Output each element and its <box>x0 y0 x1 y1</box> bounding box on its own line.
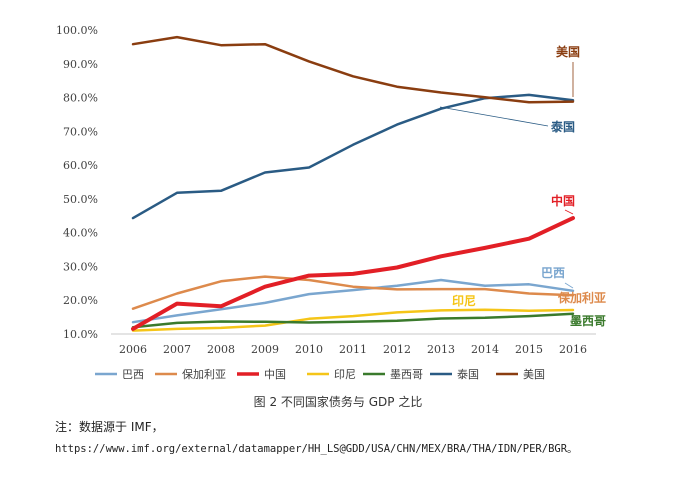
chart-legend: 巴西 保加利亚 中国 印尼 墨西哥 泰国 美国 <box>95 367 545 381</box>
x-tick-label: 2015 <box>515 343 543 356</box>
series-annotation: 中国 <box>551 193 575 208</box>
y-tick-label: 50.0% <box>63 193 98 206</box>
chart-axes: 10.0% 20.0% 30.0% 40.0% 50.0% 60.0% 70.0% 80.0%… <box>56 24 596 356</box>
y-tick-label: 30.0% <box>63 260 98 273</box>
series-annotation: 墨西哥 <box>570 314 606 328</box>
series-line <box>131 278 575 324</box>
series-line <box>131 312 575 329</box>
annotation-leader-line <box>564 209 574 215</box>
series-line <box>131 216 575 331</box>
debt-to-gdp-line-chart: 10.0% 20.0% 30.0% 40.0% 50.0% 60.0% 70.0% 80.0%… <box>56 24 606 381</box>
legend-label: 美国 <box>523 368 545 381</box>
x-tick-label: 2011 <box>339 343 367 356</box>
chart-lines <box>131 35 575 332</box>
series-line <box>131 275 575 310</box>
legend-label: 印尼 <box>334 368 356 381</box>
y-tick-label: 40.0% <box>63 227 98 240</box>
series-annotation: 泰国 <box>550 119 575 134</box>
legend-label: 墨西哥 <box>390 368 423 381</box>
annotation-leader-line <box>564 282 574 289</box>
y-tick-label: 70.0% <box>63 125 98 138</box>
y-tick-label: 60.0% <box>63 159 98 172</box>
figure-caption: 图 2 不同国家债务与 GDP 之比 <box>253 395 423 409</box>
series-annotation: 美国 <box>556 44 580 59</box>
legend-label: 巴西 <box>122 368 144 381</box>
series-annotation: 印尼 <box>452 294 476 308</box>
y-tick-label: 100.0% <box>56 24 98 37</box>
series-annotation: 保加利亚 <box>557 290 606 305</box>
x-tick-label: 2010 <box>295 343 323 356</box>
y-tick-label: 90.0% <box>63 58 98 71</box>
x-tick-label: 2014 <box>471 343 499 356</box>
x-tick-label: 2012 <box>383 343 411 356</box>
source-note: 注：数据源于 IMF， <box>55 420 164 434</box>
legend-label: 泰国 <box>457 367 479 381</box>
x-tick-label: 2008 <box>207 343 235 356</box>
x-tick-label: 2009 <box>251 343 279 356</box>
source-url: https://www.imf.org/external/datamapper/… <box>55 443 578 455</box>
x-tick-label: 2006 <box>119 343 147 356</box>
legend-label: 中国 <box>264 368 286 381</box>
series-annotation: 巴西 <box>541 266 565 280</box>
series-line <box>131 93 575 220</box>
annotation-leader-line <box>439 106 549 127</box>
series-line <box>131 35 575 104</box>
series-line <box>131 308 575 332</box>
y-tick-label: 20.0% <box>63 294 98 307</box>
x-tick-label: 2016 <box>559 343 587 356</box>
y-tick-label: 80.0% <box>63 92 98 105</box>
y-tick-label: 10.0% <box>63 328 98 341</box>
x-tick-label: 2007 <box>163 343 191 356</box>
legend-label: 保加利亚 <box>182 367 226 381</box>
x-tick-label: 2013 <box>427 343 455 356</box>
